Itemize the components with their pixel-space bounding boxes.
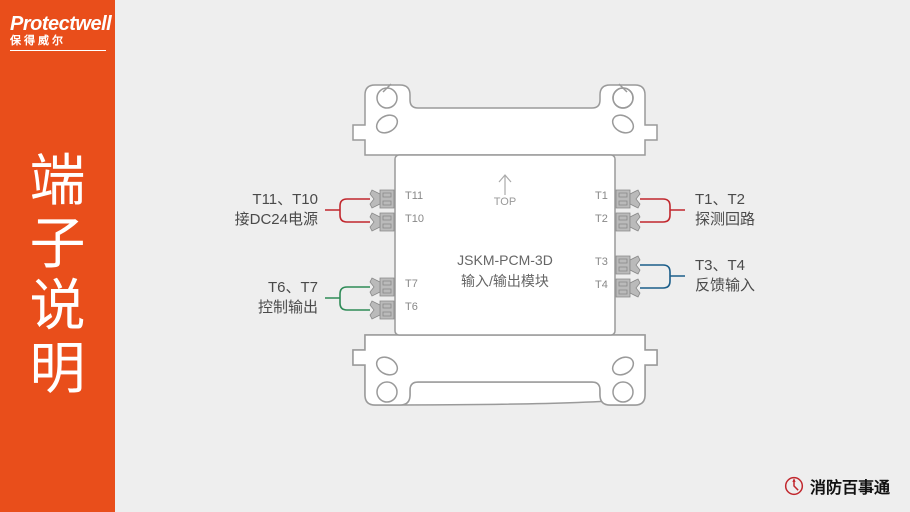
callout-left-bot: T6、T7 控制输出 (258, 278, 318, 319)
footer-brand: 消防百事通 (784, 474, 890, 498)
page-title: 端 子 说 明 (0, 150, 115, 401)
term-label: T2 (595, 213, 608, 225)
term-label: T10 (405, 213, 424, 225)
title-char: 说 (0, 275, 115, 338)
brand-cn: 保得威尔 (10, 36, 111, 47)
title-char: 明 (0, 338, 115, 401)
terminals-left (370, 190, 394, 319)
title-char: 端 (0, 150, 115, 213)
brand-en: Protectwell (10, 14, 111, 34)
module-title: JSKM-PCM-3D 输入/输出模块 (430, 250, 580, 292)
callout-left-top: T11、T10 接DC24电源 (235, 190, 318, 231)
footer-icon (784, 476, 804, 496)
term-label: T3 (595, 256, 608, 268)
callout-line: 接DC24电源 (235, 210, 318, 230)
callout-line: 探测回路 (695, 210, 755, 230)
callout-line: T3、T4 (695, 256, 755, 276)
callout-line: 控制输出 (258, 298, 318, 318)
terminals-right (616, 190, 640, 297)
callout-line: T6、T7 (258, 278, 318, 298)
wire-right-bot (640, 265, 685, 288)
sidebar: Protectwell 保得威尔 端 子 说 明 (0, 0, 115, 512)
module-model: JSKM-PCM-3D (430, 250, 580, 271)
callout-line: T1、T2 (695, 190, 755, 210)
brand-logo: Protectwell 保得威尔 (10, 14, 111, 51)
callout-right-top: T1、T2 探测回路 (695, 190, 755, 231)
wire-left-top (325, 199, 370, 222)
title-char: 子 (0, 213, 115, 276)
footer-text: 消防百事通 (810, 474, 890, 498)
term-label: T4 (595, 279, 608, 291)
term-label: T1 (595, 190, 608, 202)
wire-left-bot (325, 287, 370, 310)
term-label: T6 (405, 301, 418, 313)
module-subtitle: 输入/输出模块 (430, 271, 580, 292)
callout-line: T11、T10 (235, 190, 318, 210)
top-label: TOP (485, 196, 525, 208)
wire-right-top (640, 199, 685, 222)
term-label: T11 (405, 190, 423, 202)
diagram-canvas: T11 T10 T7 T6 T1 T2 T3 T4 JSKM-PCM-3D 输入… (115, 0, 910, 512)
callout-right-bot: T3、T4 反馈输入 (695, 256, 755, 297)
brand-underline (10, 50, 106, 51)
callout-line: 反馈输入 (695, 276, 755, 296)
term-label: T7 (405, 278, 418, 290)
